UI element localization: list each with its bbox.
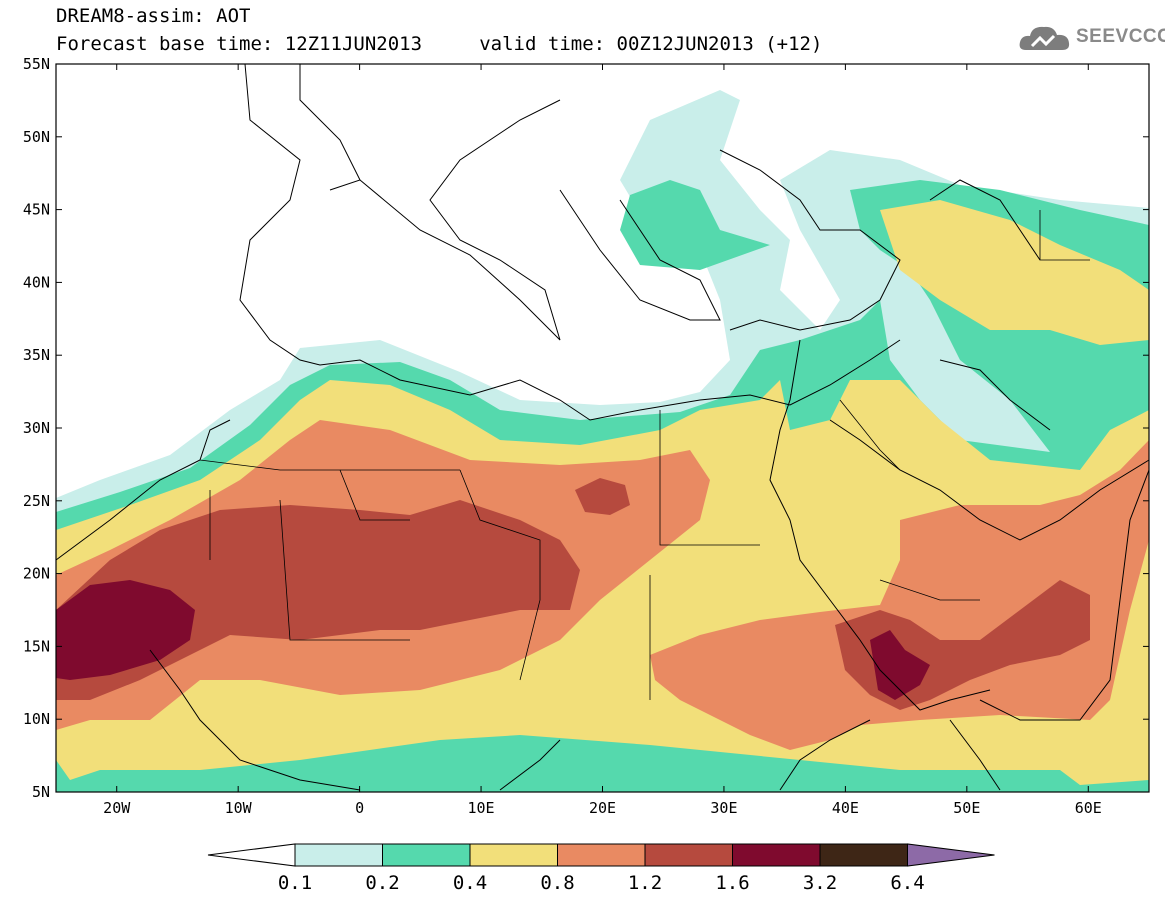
colorbar-swatch	[819, 843, 908, 867]
lon-label: 0	[355, 799, 364, 817]
lat-label: 10N	[23, 710, 50, 728]
lon-label: 10W	[225, 799, 253, 817]
aot-0.8-arabia	[650, 440, 1149, 750]
colorbar-label: 0.1	[277, 872, 313, 894]
aot-shading	[56, 64, 1149, 792]
aot-1.2-libya	[575, 478, 630, 515]
lon-label: 40E	[832, 799, 859, 817]
forecast-times: Forecast base time: 12Z11JUN2013 valid t…	[56, 33, 823, 55]
cloud-icon	[1019, 26, 1070, 50]
aot-1.6-yemen	[870, 630, 930, 700]
lon-label: 30E	[710, 799, 737, 817]
colorbar-label: 6.4	[890, 872, 925, 894]
lat-label: 30N	[23, 419, 50, 437]
lat-label: 55N	[23, 55, 50, 73]
colorbar-swatch	[732, 843, 821, 867]
lat-label: 45N	[23, 201, 50, 219]
aot-0.1-holes	[790, 365, 1010, 525]
aot-0.2-balkans	[620, 180, 770, 270]
logo-text: SEEVCCC	[1076, 26, 1165, 47]
colorbar-label: 3.2	[802, 872, 838, 894]
lon-label: 50E	[953, 799, 980, 817]
lat-label: 50N	[23, 128, 50, 146]
seevccc-logo: SEEVCCC	[1018, 20, 1165, 56]
axis-ticks	[56, 63, 1149, 793]
colorbar-label: 0.4	[452, 872, 488, 894]
colorbar-high-arrow	[907, 843, 995, 867]
map-title: DREAM8-assim: AOT	[56, 5, 251, 27]
lat-label: 40N	[23, 273, 50, 291]
lat-label: 20N	[23, 565, 50, 583]
lat-label: 35N	[23, 346, 50, 364]
colorbar-swatch	[644, 843, 733, 867]
lat-label: 25N	[23, 492, 50, 510]
lat-label: 15N	[23, 637, 50, 655]
lon-label: 10E	[468, 799, 495, 817]
coastlines	[55, 63, 1150, 791]
colorbar-low-arrow	[207, 843, 296, 867]
colorbar-swatch	[382, 843, 471, 867]
colorbar-label: 1.2	[627, 872, 663, 894]
lon-label: 20E	[589, 799, 616, 817]
country-borders	[199, 210, 1090, 700]
lon-label: 60E	[1075, 799, 1102, 817]
colorbar	[207, 843, 995, 867]
longitude-labels: 20W 10W 0 10E 20E 30E 40E 50E 60E	[103, 799, 1102, 817]
lon-label: 20W	[103, 799, 131, 817]
lat-label: 5N	[32, 783, 50, 801]
colorbar-swatch	[294, 843, 383, 867]
colorbar-swatch	[469, 843, 558, 867]
latitude-labels: 55N 50N 45N 40N 35N 30N 25N 20N 15N 10N 5N	[23, 55, 50, 801]
aot-1.6-region	[56, 580, 195, 680]
aot-0.4-caspian	[880, 200, 1149, 345]
colorbar-label: 0.2	[365, 872, 400, 894]
aot-1.2-region	[56, 500, 580, 700]
colorbar-label: 1.6	[715, 872, 750, 894]
colorbar-label: 0.8	[540, 872, 575, 894]
colorbar-swatch	[557, 843, 646, 867]
